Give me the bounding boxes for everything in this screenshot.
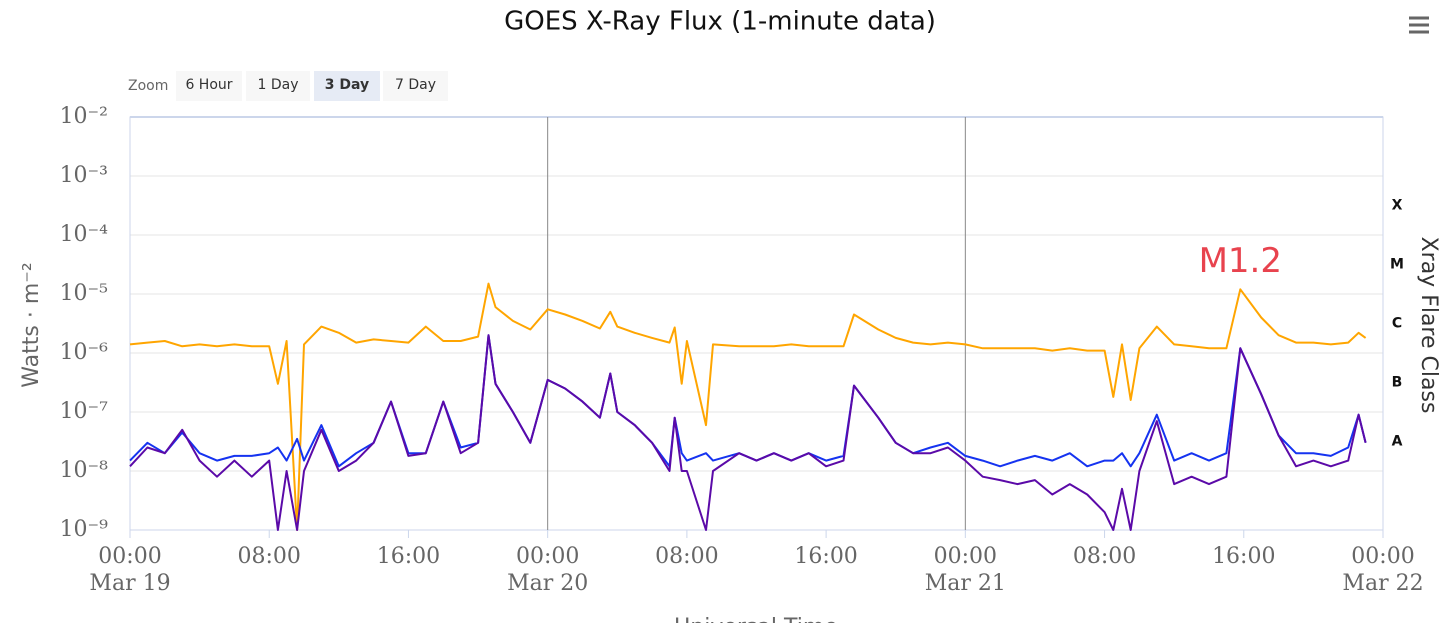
x-tick-label: 00:00 bbox=[516, 544, 579, 569]
y-tick-label: 10⁻⁸ bbox=[60, 458, 109, 483]
y-tick-label: 10⁻⁶ bbox=[60, 340, 109, 365]
menu-button[interactable] bbox=[1404, 12, 1434, 40]
y2-tick-label: C bbox=[1392, 316, 1402, 332]
plot-border bbox=[129, 116, 1384, 531]
y-tick-label: 10⁻³ bbox=[60, 163, 108, 188]
zoom-button[interactable] bbox=[176, 71, 242, 101]
x-date-label: Mar 19 bbox=[89, 571, 170, 596]
y-tick-label: 10⁻⁴ bbox=[60, 222, 109, 247]
x-tick-label: 00:00 bbox=[1351, 544, 1414, 569]
flare-annotation: M1.2 bbox=[1199, 241, 1282, 281]
flux-line bbox=[129, 334, 1367, 531]
y-tick-label: 10⁻⁹ bbox=[60, 517, 109, 542]
flux-line bbox=[129, 282, 1367, 531]
x-axis-title: Universal Time bbox=[674, 615, 838, 623]
chart-title: GOES X-Ray Flux (1-minute data) bbox=[504, 7, 936, 37]
y2-axis-title: Xray Flare Class bbox=[1416, 237, 1441, 414]
flux-line bbox=[129, 334, 1367, 468]
y-tick-label: 10⁻² bbox=[60, 104, 108, 129]
zoom-button-label[interactable]: 6 Hour bbox=[185, 77, 232, 93]
y2-tick-label: X bbox=[1392, 198, 1403, 214]
zoom-button-label[interactable]: 1 Day bbox=[257, 77, 298, 93]
zoom-button[interactable] bbox=[246, 71, 310, 101]
y2-tick-label: M bbox=[1390, 257, 1404, 273]
x-tick-label: 16:00 bbox=[1212, 544, 1275, 569]
y2-tick-label: A bbox=[1392, 434, 1403, 450]
x-tick-label: 08:00 bbox=[655, 544, 718, 569]
x-tick-label: 00:00 bbox=[98, 544, 161, 569]
x-date-label: Mar 22 bbox=[1342, 571, 1423, 596]
zoom-button-label[interactable]: 7 Day bbox=[395, 77, 436, 93]
x-date-label: Mar 21 bbox=[925, 571, 1006, 596]
y2-tick-label: B bbox=[1392, 375, 1403, 391]
zoom-button-label[interactable]: 3 Day bbox=[325, 77, 369, 93]
x-date-label: Mar 20 bbox=[507, 571, 588, 596]
zoom-button[interactable] bbox=[314, 71, 380, 101]
x-tick-label: 08:00 bbox=[238, 544, 301, 569]
x-tick-label: 16:00 bbox=[377, 544, 440, 569]
zoom-label: Zoom bbox=[128, 78, 168, 94]
zoom-button[interactable] bbox=[383, 71, 448, 101]
x-tick-label: 16:00 bbox=[794, 544, 857, 569]
y-axis-title: Watts · m⁻² bbox=[19, 262, 44, 387]
y-tick-label: 10⁻⁵ bbox=[60, 281, 108, 306]
y-tick-label: 10⁻⁷ bbox=[60, 399, 109, 424]
x-tick-label: 00:00 bbox=[934, 544, 997, 569]
x-tick-label: 08:00 bbox=[1073, 544, 1136, 569]
